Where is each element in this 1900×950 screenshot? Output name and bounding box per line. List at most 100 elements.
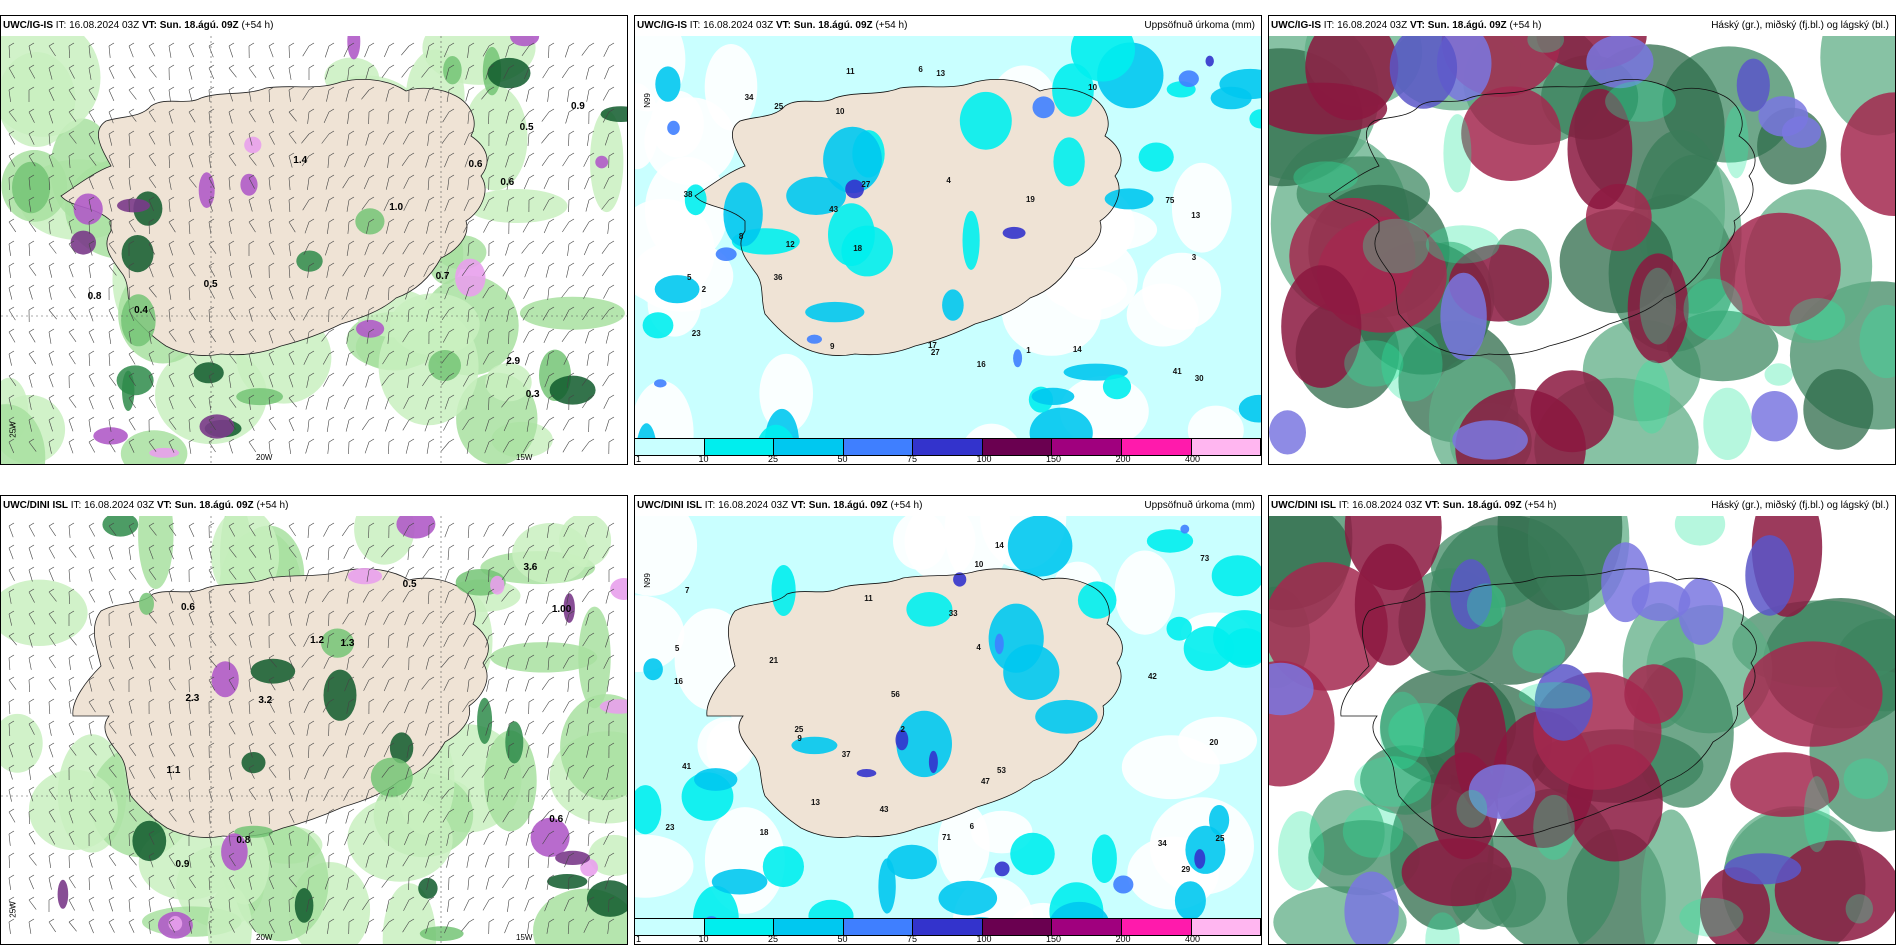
wind-barb [562,221,570,233]
wind-barb [88,723,92,736]
wind-barb-flag [508,152,515,157]
wind-barb-flag [508,284,515,289]
wind-barb-flag [108,676,115,681]
wind-barb [362,591,370,603]
wind-barb [68,67,75,79]
wind-barb [28,745,33,758]
wind-barb [88,441,96,453]
wind-barb-flag [128,372,135,377]
wind-barb-flag [468,218,475,223]
wind-barb-flag [408,654,415,659]
field-blob [1468,764,1536,819]
wind-barb-flag [528,632,535,637]
field-blob [1859,304,1895,379]
wind-barb [48,767,57,778]
wind-barb [384,397,390,410]
wind-barb [525,745,530,758]
wind-barb [88,855,93,868]
wind-barb [307,177,310,190]
wind-barb-flag [548,130,555,135]
wind-barb-flag [108,742,115,747]
wind-barb [28,701,31,715]
wind-barb [467,679,470,692]
wind-barb-flag [468,262,475,267]
wind-barb-flag [288,676,295,681]
legend-swatch [982,919,1053,935]
wind-barb-flag [128,654,135,659]
wind-barb [8,67,16,79]
latitude-label: 66N [641,573,651,588]
field-blob [823,126,882,194]
wind-barb [8,133,16,145]
wind-barb [88,155,97,166]
wind-barb-flag [348,918,355,923]
wind-barb-flag [568,108,575,113]
wind-barb-flag [388,350,395,355]
wind-barb [248,375,255,388]
wind-barb [128,89,137,100]
wind-barb-flag [128,416,135,421]
wind-barb-flag [488,438,495,443]
wind-barb [288,287,294,300]
wind-barb-flag [208,698,215,703]
wind-barb [564,569,570,582]
wind-barb [48,591,57,602]
wind-barb-flag [248,742,255,747]
value-label: 25 [774,101,784,111]
wind-barb-flag [328,720,335,725]
wind-barb [68,679,72,692]
wind-barb [363,265,370,278]
wind-barb [188,613,194,626]
wind-barb [188,89,193,102]
field-blob [1045,268,1128,311]
wind-barb-flag [148,350,155,355]
wind-barb-flag [408,130,415,135]
wind-barb [547,767,550,780]
wind-barb-flag [388,852,395,857]
wind-barb-flag [48,676,55,681]
wind-barb-flag [128,438,135,443]
wind-barb-flag [8,306,15,311]
wind-barb-flag [268,698,275,703]
wind-barb [208,309,211,323]
field-blob [1342,805,1404,858]
wind-barb [324,287,330,300]
wind-barb-flag [508,262,515,267]
field-blob [70,230,97,255]
wind-barb [422,613,430,625]
wind-barb-flag [548,874,555,879]
wind-barb-flag [408,86,415,91]
wind-barb-flag [188,896,195,901]
wind-barb [248,811,252,824]
wind-barb-flag [548,918,555,923]
wind-barb-flag [408,544,415,549]
wind-barb [28,67,36,79]
wind-barb [68,133,77,144]
wind-barb-flag [48,372,55,377]
wind-barb [363,877,370,889]
wind-barb [68,221,73,234]
wind-barb-flag [248,64,255,69]
wind-barb-flag [108,522,115,527]
wind-barb-flag [28,42,35,47]
wind-barb-flag [408,588,415,593]
wind-barb [208,789,213,802]
wind-barb [148,45,156,57]
wind-barb-flag [108,42,115,47]
wind-barb [386,221,390,234]
wind-barb [505,833,510,846]
wind-barb [88,877,90,891]
field-blob [644,97,736,185]
wind-barb [168,375,175,388]
wind-barb-flag [8,218,15,223]
wind-barb-flag [208,372,215,377]
wind-barb [484,855,490,868]
wind-barb-flag [348,852,355,857]
wind-barb-flag [468,64,475,69]
wind-barb [48,67,53,80]
wind-barb-flag [28,830,35,835]
field-blob [654,379,667,388]
wind-barb-flag [48,654,55,659]
wind-barb [563,899,570,912]
wind-barb-flag [88,108,95,113]
